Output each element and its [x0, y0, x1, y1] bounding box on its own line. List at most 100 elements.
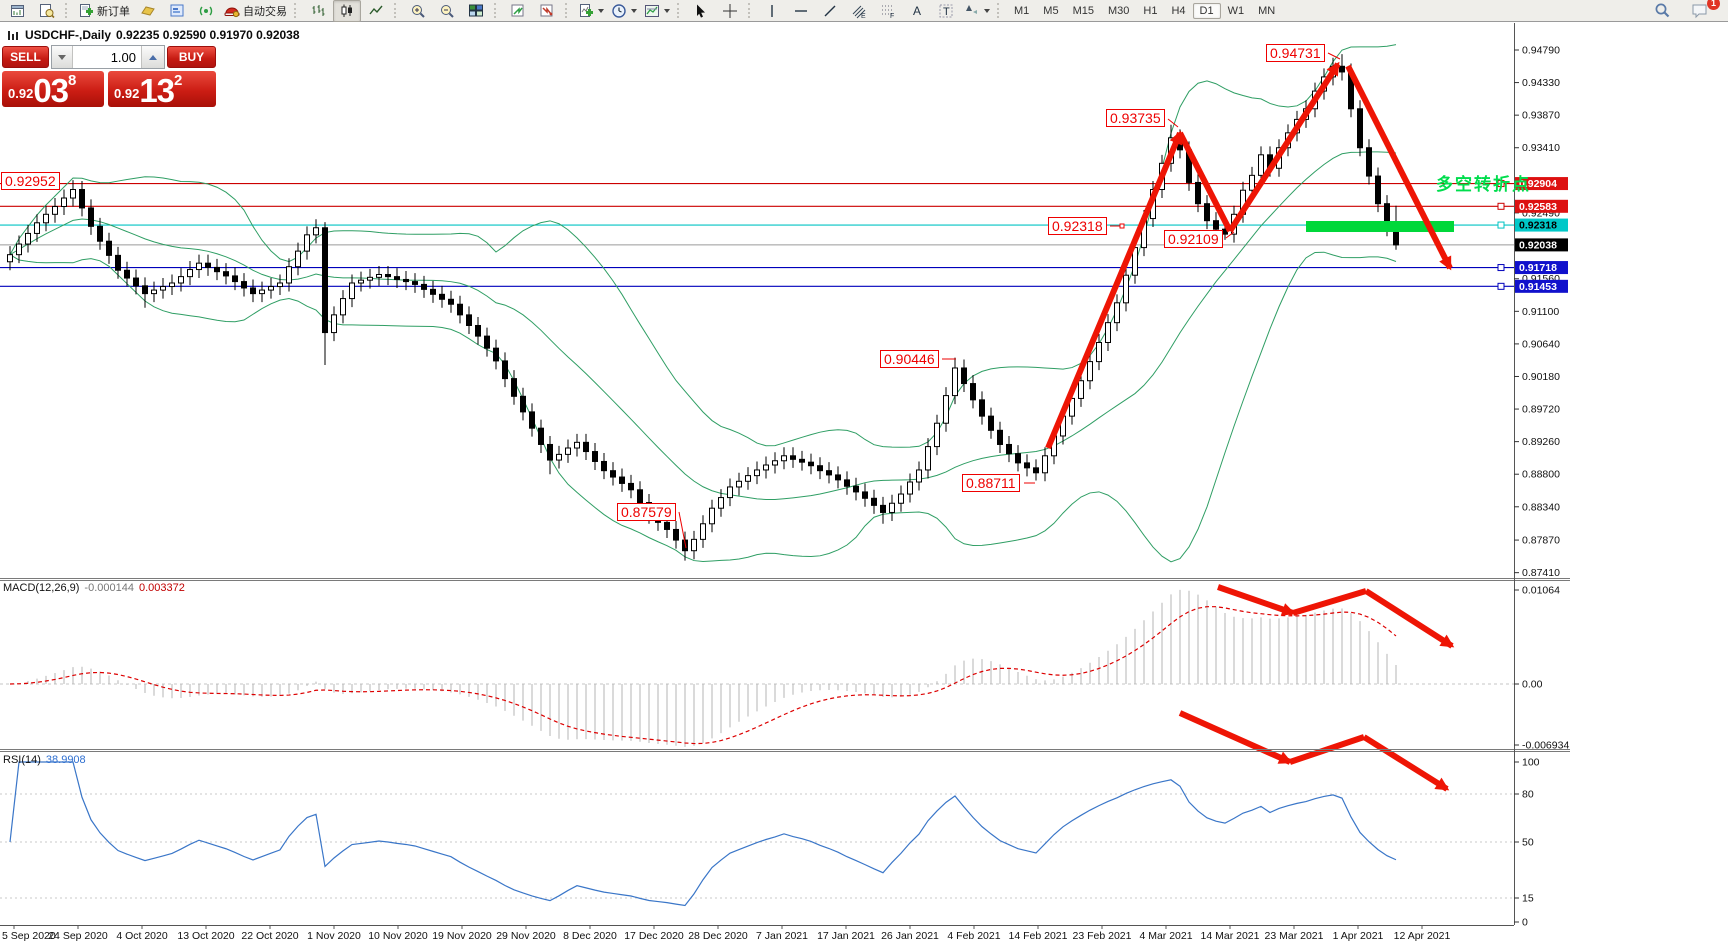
toolbar-grip	[565, 3, 571, 18]
signal-icon	[199, 6, 213, 15]
new-chart-button[interactable]	[4, 0, 32, 22]
macd-name: MACD(12,26,9)	[3, 582, 80, 594]
buy-price[interactable]: 0.92 13 2	[108, 71, 216, 107]
signals-button[interactable]	[192, 0, 220, 22]
autotrading-button[interactable]: 自动交易	[221, 0, 290, 22]
timeframe-m15[interactable]: M15	[1072, 4, 1094, 17]
svg-text:-0.006934: -0.006934	[1522, 740, 1569, 752]
timeframe-d1[interactable]: D1	[1192, 2, 1221, 19]
svg-text:12 Apr 2021: 12 Apr 2021	[1394, 930, 1451, 942]
rsi-value: 38.9908	[45, 754, 86, 766]
svg-text:0.90640: 0.90640	[1522, 338, 1560, 350]
candlestick-chart-type-button[interactable]	[333, 0, 361, 22]
horizontal-line-tool[interactable]	[787, 0, 815, 22]
new-order-label: 新订单	[97, 5, 130, 18]
svg-text:26 Jan 2021: 26 Jan 2021	[881, 930, 939, 942]
svg-text:0.92583: 0.92583	[1519, 201, 1557, 213]
buy-button[interactable]: BUY	[167, 46, 216, 68]
svg-text:0.90180: 0.90180	[1522, 371, 1560, 383]
main-chart-pane[interactable]	[0, 44, 1514, 563]
zoom-in-button[interactable]	[404, 0, 432, 22]
market-depth-button[interactable]	[163, 0, 191, 22]
template-dropdown[interactable]	[641, 0, 673, 22]
price-scale[interactable]: 0.947900.943300.938700.934100.924900.915…	[1514, 45, 1569, 929]
market-depth-icon	[170, 4, 184, 16]
sell-price[interactable]: 0.92 03 8	[2, 71, 104, 107]
toolbar-grip	[748, 3, 754, 18]
arrange-alt-icon	[540, 4, 553, 16]
crosshair-tool-button[interactable]	[716, 0, 744, 22]
timeframe-h4[interactable]: H4	[1171, 4, 1186, 17]
grid-tool[interactable]: F	[874, 0, 902, 22]
support-zone-highlight[interactable]	[1306, 221, 1454, 232]
crosshair-icon	[723, 3, 737, 18]
volume-input[interactable]	[73, 46, 141, 68]
arrange-charts-button[interactable]	[504, 0, 532, 22]
timeframe-w1[interactable]: W1	[1227, 4, 1245, 17]
price-annotation[interactable]: 0.94731	[1266, 44, 1325, 62]
timeframe-m5[interactable]: M5	[1043, 4, 1059, 17]
chat-bubble-icon	[1692, 4, 1707, 19]
price-annotation[interactable]: 0.87579	[617, 503, 676, 521]
svg-text:0.89720: 0.89720	[1522, 404, 1560, 416]
timeframe-m30[interactable]: M30	[1107, 4, 1130, 17]
sell-button[interactable]: SELL	[2, 46, 49, 68]
bar-chart-type-button[interactable]	[304, 0, 332, 22]
trend-note-text[interactable]: 多空转折点	[1436, 175, 1531, 194]
svg-text:1 Apr 2021: 1 Apr 2021	[1333, 930, 1384, 942]
buy-price-prefix: 0.92	[114, 86, 140, 101]
shapes-icon	[966, 4, 977, 14]
price-annotation[interactable]: 0.92952	[1, 172, 60, 190]
macd-pane[interactable]	[0, 589, 1514, 747]
period-dropdown[interactable]	[608, 0, 640, 22]
timeframe-mn[interactable]: MN	[1258, 4, 1276, 17]
chart-preview-button[interactable]	[33, 0, 61, 22]
add-indicator-dropdown[interactable]	[575, 0, 607, 22]
zoom-out-button[interactable]	[433, 0, 461, 22]
shapes-dropdown[interactable]	[961, 0, 993, 22]
trendline-tool[interactable]	[816, 0, 844, 22]
vertical-line-tool[interactable]	[758, 0, 786, 22]
price-annotation[interactable]: 0.92318	[1048, 217, 1107, 235]
chevron-down-icon	[984, 8, 990, 13]
sell-price-big: 03	[33, 72, 69, 109]
history-center-button[interactable]	[134, 0, 162, 22]
zoom-out-icon	[441, 4, 454, 18]
svg-text:0.01064: 0.01064	[1522, 585, 1560, 597]
rsi-pane[interactable]	[0, 761, 1514, 907]
text-tool[interactable]: A	[903, 0, 931, 22]
svg-text:0.92904: 0.92904	[1519, 178, 1557, 190]
rsi-indicator-label: RSI(14) 38.9908	[3, 754, 86, 766]
timeframe-m1[interactable]: M1	[1014, 4, 1030, 17]
arrange-charts-alt-button[interactable]	[533, 0, 561, 22]
fibonacci-tool[interactable]: E	[845, 0, 873, 22]
price-annotation[interactable]: 0.88711	[962, 474, 1020, 492]
search-button[interactable]	[1648, 0, 1676, 22]
text-label-tool[interactable]: T	[932, 0, 960, 22]
notification-badge: 1	[1707, 0, 1720, 10]
axes[interactable]	[0, 23, 1570, 926]
svg-text:17 Dec 2020: 17 Dec 2020	[624, 930, 684, 942]
tile-windows-button[interactable]	[462, 0, 490, 22]
svg-text:4 Oct 2020: 4 Oct 2020	[116, 930, 168, 942]
sell-price-pip: 8	[68, 72, 77, 89]
volume-stepper	[51, 45, 165, 69]
price-annotation[interactable]: 0.90446	[880, 350, 939, 368]
volume-increase-button[interactable]	[141, 46, 164, 68]
cursor-tool-button[interactable]	[687, 0, 715, 22]
volume-decrease-button[interactable]	[52, 46, 73, 68]
text-icon: A	[913, 4, 921, 18]
price-annotation[interactable]: 0.92109	[1164, 230, 1223, 248]
svg-text:A: A	[913, 4, 921, 18]
trend-arrows[interactable]	[1045, 61, 1455, 792]
price-annotation[interactable]: 0.93735	[1106, 109, 1165, 127]
notifications-button[interactable]: 1	[1686, 0, 1720, 22]
timeframe-h1[interactable]: H1	[1143, 4, 1158, 17]
toolbar: 新订单 自动交易	[0, 0, 1728, 22]
line-chart-type-button[interactable]	[362, 0, 390, 22]
new-order-button[interactable]: 新订单	[75, 0, 133, 22]
svg-text:5 Sep 2020: 5 Sep 2020	[2, 930, 56, 942]
clock-icon	[612, 3, 626, 18]
